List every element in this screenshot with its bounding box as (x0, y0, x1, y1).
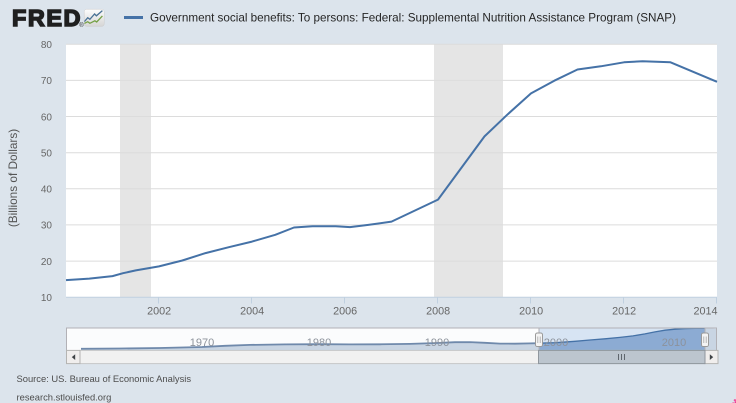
svg-text:2010: 2010 (519, 305, 543, 317)
svg-text:1980: 1980 (307, 337, 331, 349)
svg-text:Government social benefits: To: Government social benefits: To persons: … (150, 12, 676, 25)
svg-text:1990: 1990 (425, 337, 449, 349)
svg-text:2014: 2014 (693, 305, 717, 317)
svg-text:80: 80 (41, 40, 53, 51)
svg-text:FRED: FRED (12, 5, 82, 31)
svg-text:®: ® (79, 22, 84, 29)
svg-text:50: 50 (41, 149, 53, 160)
svg-text:10: 10 (41, 293, 53, 304)
svg-text:2012: 2012 (612, 305, 636, 317)
svg-text:20: 20 (41, 257, 53, 268)
svg-text:40: 40 (41, 185, 53, 196)
svg-text:1970: 1970 (190, 337, 214, 349)
svg-text:70: 70 (41, 76, 53, 87)
svg-text:30: 30 (41, 221, 53, 232)
svg-text:2006: 2006 (333, 305, 357, 317)
svg-text:2004: 2004 (240, 305, 264, 317)
svg-text:2000: 2000 (544, 337, 568, 349)
svg-text:2008: 2008 (426, 305, 450, 317)
svg-text:2002: 2002 (147, 305, 171, 317)
svg-text:Source: US. Bureau of Economic: Source: US. Bureau of Economic Analysis (17, 373, 192, 384)
svg-text:research.stlouisfed.org: research.stlouisfed.org (17, 391, 112, 402)
svg-text:60: 60 (41, 112, 53, 123)
svg-text:(Billions of Dollars): (Billions of Dollars) (6, 129, 20, 227)
svg-text:2010: 2010 (662, 337, 686, 349)
